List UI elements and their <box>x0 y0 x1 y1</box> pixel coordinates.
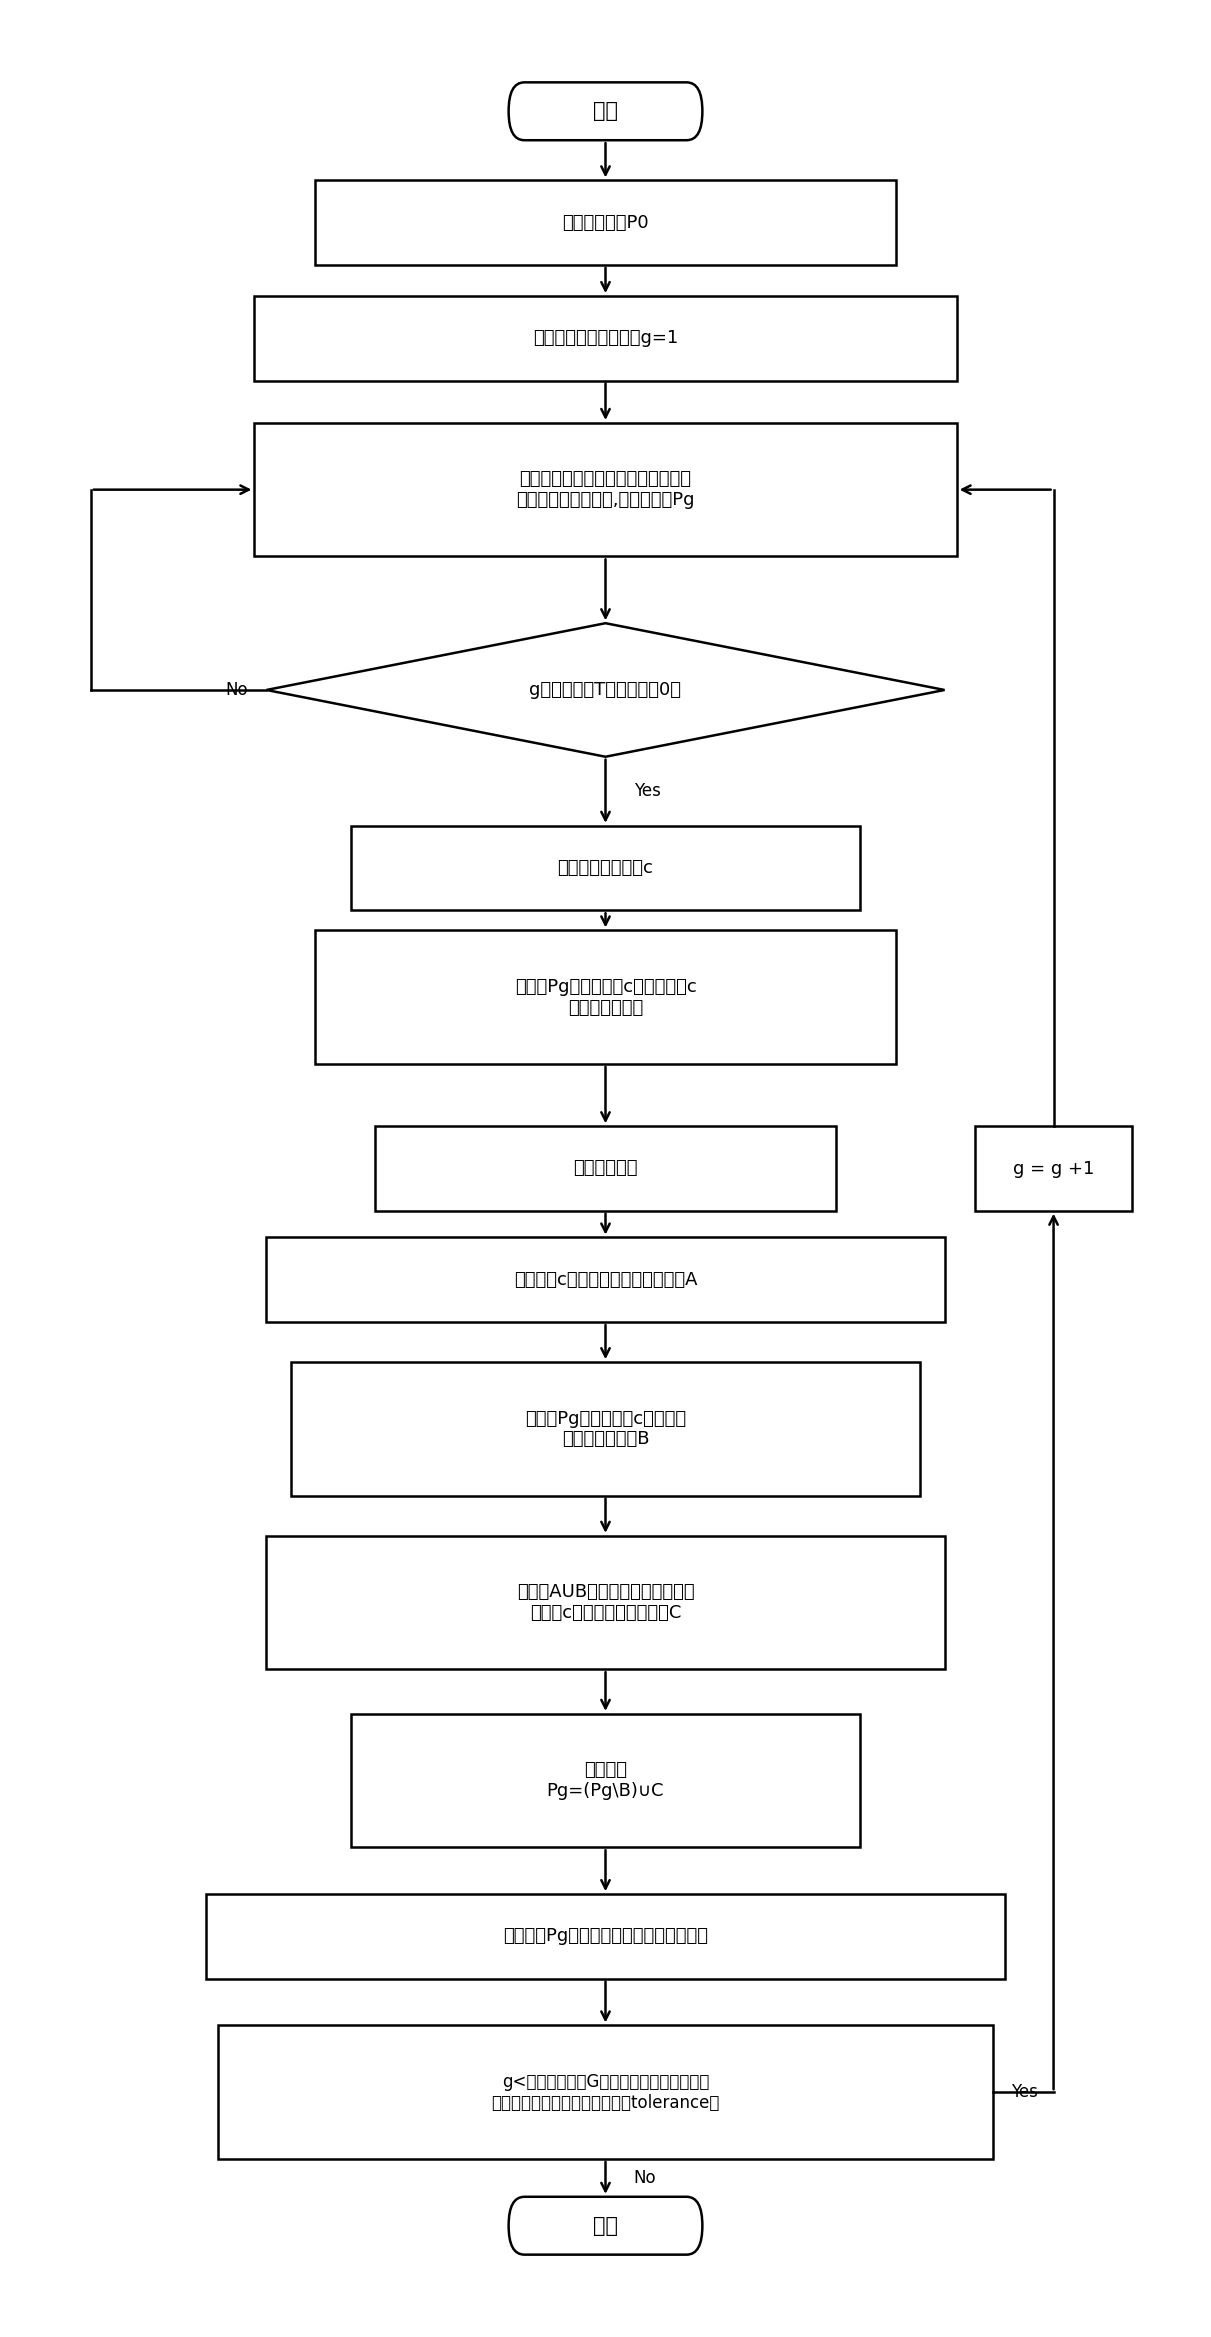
FancyBboxPatch shape <box>509 2197 702 2255</box>
Text: Yes: Yes <box>1011 2082 1038 2101</box>
Text: No: No <box>633 2169 655 2187</box>
Text: 随机产生聚类数目c: 随机产生聚类数目c <box>557 860 654 876</box>
Text: g<最大进化代数G且当前种群中所有个体对
应的目标函数值均大于允许误差tolerance？: g<最大进化代数G且当前种群中所有个体对 应的目标函数值均大于允许误差toler… <box>492 2073 719 2113</box>
Text: 从种群Pg中随机选择c个个体作为c
个初始聚类中心: 从种群Pg中随机选择c个个体作为c 个初始聚类中心 <box>515 977 696 1017</box>
Text: 设置当前种群进化代数g=1: 设置当前种群进化代数g=1 <box>533 330 678 348</box>
Text: 从集合AUB中找出对应目标函数值
最小的c个个体，定义为集合C: 从集合AUB中找出对应目标函数值 最小的c个个体，定义为集合C <box>517 1582 694 1622</box>
Text: 计算种群Pg中所有个体对应的目标函数值: 计算种群Pg中所有个体对应的目标函数值 <box>503 1928 708 1944</box>
Text: Yes: Yes <box>635 783 661 799</box>
Text: 通过差分进化算法更新种群，包括变
异、交叉、选择操作,新的种群为Pg: 通过差分进化算法更新种群，包括变 异、交叉、选择操作,新的种群为Pg <box>516 470 695 509</box>
Text: 生成初始种群P0: 生成初始种群P0 <box>562 213 649 231</box>
Text: No: No <box>225 680 248 699</box>
Text: 结束: 结束 <box>593 2215 618 2237</box>
Polygon shape <box>266 624 945 757</box>
FancyBboxPatch shape <box>315 930 896 1063</box>
Text: 开始: 开始 <box>593 100 618 122</box>
FancyBboxPatch shape <box>218 2026 993 2159</box>
FancyBboxPatch shape <box>254 423 957 556</box>
FancyBboxPatch shape <box>254 297 957 381</box>
Text: g对聚类周期T取余是否为0？: g对聚类周期T取余是否为0？ <box>529 680 682 699</box>
FancyBboxPatch shape <box>509 82 702 140</box>
FancyBboxPatch shape <box>291 1362 920 1496</box>
FancyBboxPatch shape <box>266 1239 945 1323</box>
FancyBboxPatch shape <box>351 1713 860 1846</box>
FancyBboxPatch shape <box>375 1126 836 1211</box>
FancyBboxPatch shape <box>206 1893 1005 1979</box>
Text: g = g +1: g = g +1 <box>1012 1159 1095 1178</box>
FancyBboxPatch shape <box>975 1126 1132 1211</box>
Text: 从种群Pg中随机选择c个不同个
体，定义为集合B: 从种群Pg中随机选择c个不同个 体，定义为集合B <box>524 1409 687 1449</box>
Text: 计算新的c个聚类中心，定义为集合A: 计算新的c个聚类中心，定义为集合A <box>513 1271 698 1288</box>
FancyBboxPatch shape <box>315 180 896 264</box>
FancyBboxPatch shape <box>266 1535 945 1669</box>
Text: 计算隶属度值: 计算隶属度值 <box>573 1159 638 1178</box>
Text: 更新群体
Pg=(Pg\B)∪C: 更新群体 Pg=(Pg\B)∪C <box>546 1762 665 1799</box>
FancyBboxPatch shape <box>351 825 860 911</box>
